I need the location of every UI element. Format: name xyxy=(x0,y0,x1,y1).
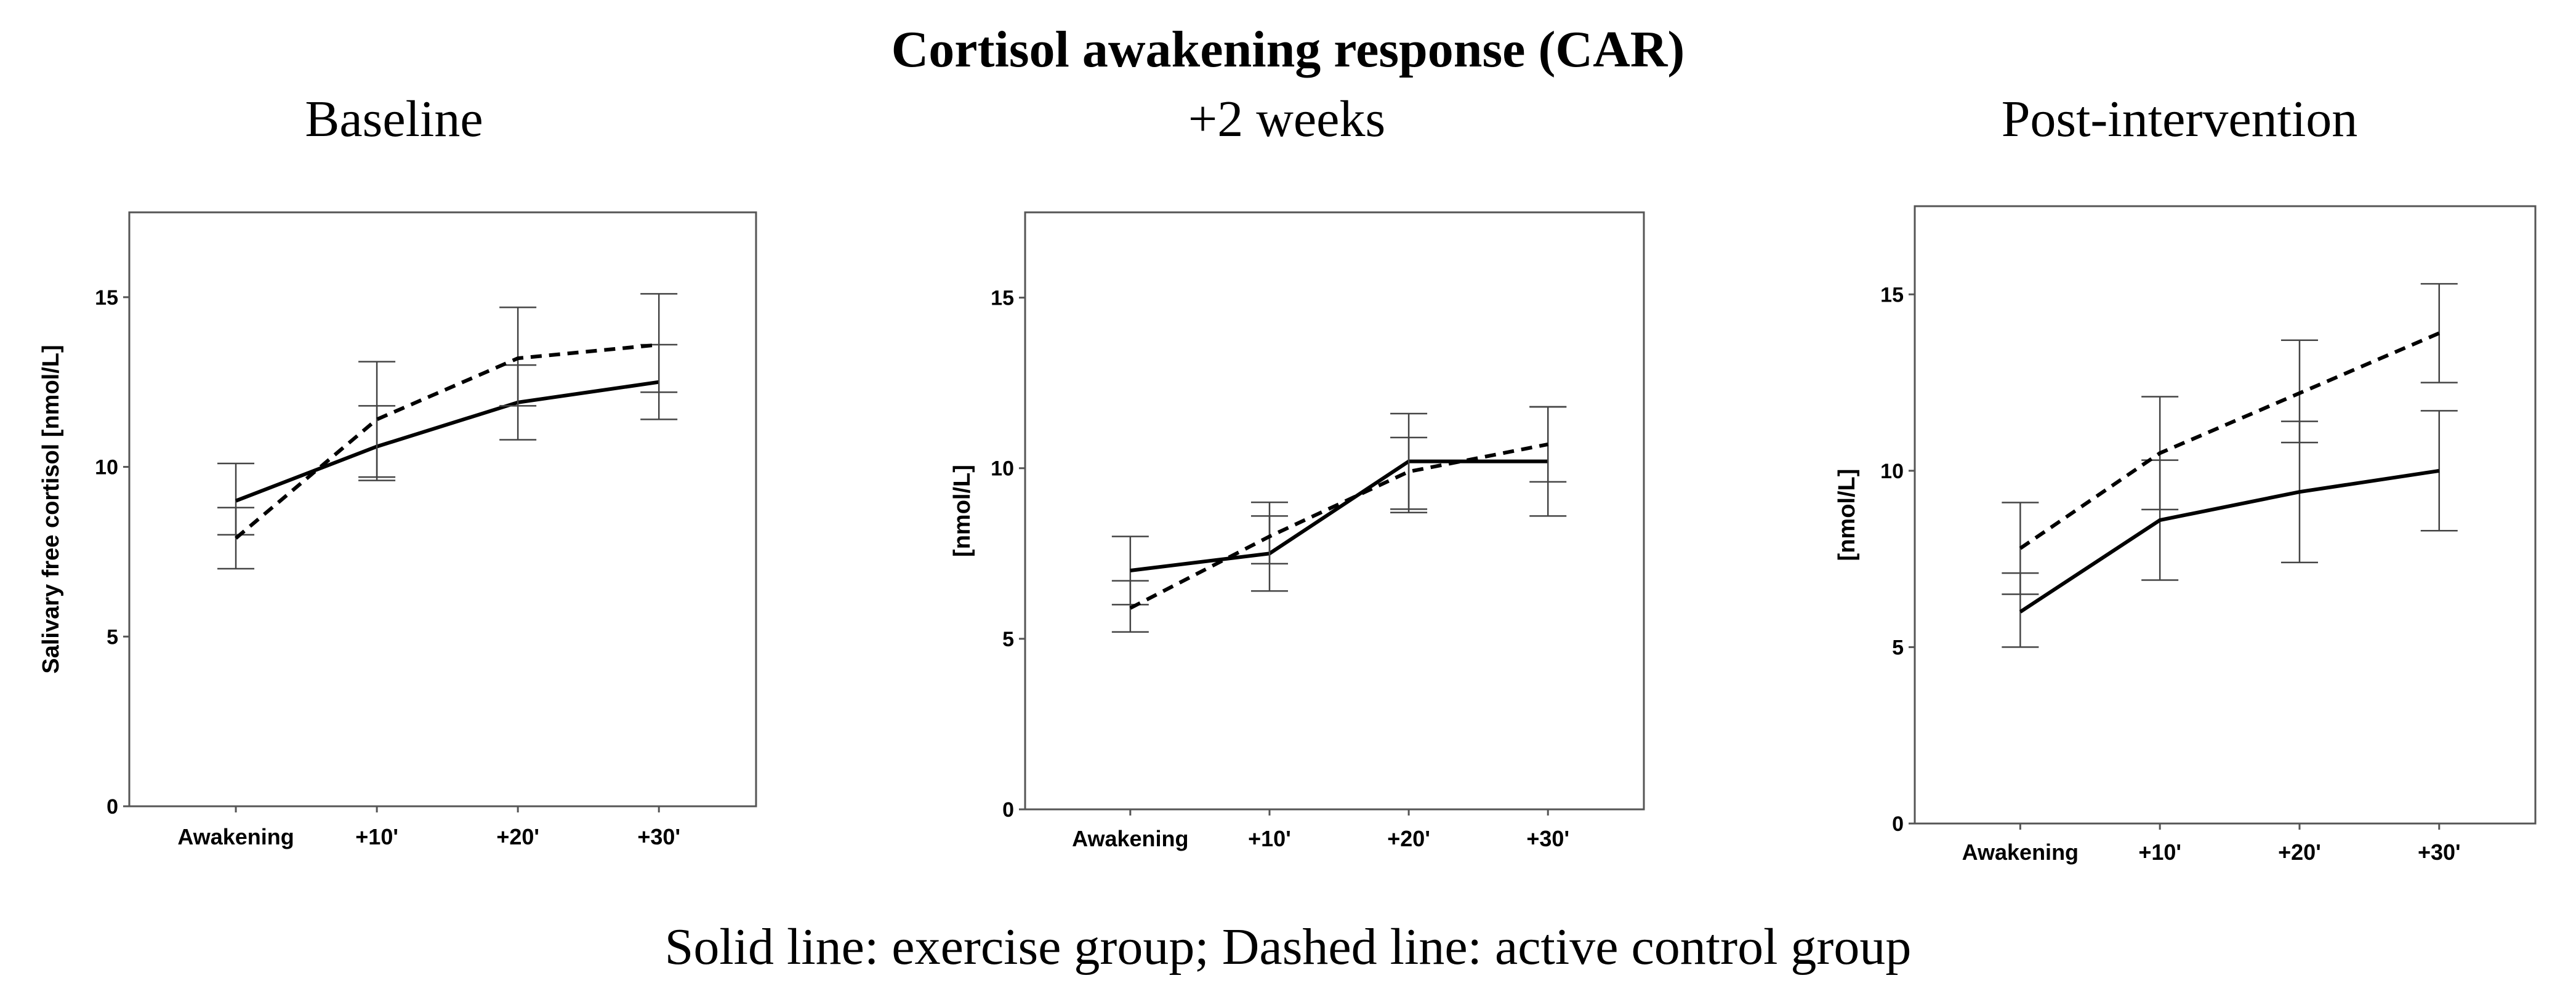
x-tick-label: Awakening xyxy=(1072,826,1188,851)
panel-title-2-weeks: +2 weeks xyxy=(1188,90,1386,148)
y-tick-label: 5 xyxy=(107,625,118,649)
x-tick-label: +20' xyxy=(496,824,539,849)
series-line-solid xyxy=(2019,468,2440,614)
plot-frame xyxy=(1024,211,1645,811)
series-line-solid xyxy=(1130,459,1548,572)
y-tick-label: 0 xyxy=(1002,798,1014,822)
y-tick-label: 0 xyxy=(107,795,118,819)
panel-title-post-intervention: Post-intervention xyxy=(2001,90,2358,148)
x-tick-label: +30' xyxy=(2418,840,2461,865)
x-tick-label: Awakening xyxy=(177,824,294,849)
y-tick-label: 15 xyxy=(991,287,1014,310)
x-tick-label: +30' xyxy=(637,824,680,849)
plot-frame xyxy=(128,211,757,808)
x-tick-label: +10' xyxy=(355,824,398,849)
y-tick-label: 10 xyxy=(1880,460,1904,483)
y-tick-label: 15 xyxy=(95,286,118,310)
y-tick-label: 10 xyxy=(991,457,1014,481)
series-line-dashed xyxy=(2019,331,2440,550)
y-tick-label: 5 xyxy=(1002,628,1014,651)
x-tick-label: +30' xyxy=(1526,826,1569,851)
y-tick-label: 0 xyxy=(1892,812,1904,836)
y-tick-label: 5 xyxy=(1892,636,1904,659)
y-axis-label: Salivary free cortisol [nmol/L] xyxy=(38,345,64,673)
chart-panel-3: 0 5 10 15 Awakening +10' +20' +30' [nmol/L] xyxy=(1834,205,2537,865)
chart-panel-1: 0 5 10 15 Awakening +10' +20' +30' Salivary free… xyxy=(38,211,757,849)
series-line-solid xyxy=(235,380,659,503)
plot-frame xyxy=(1914,205,2537,825)
x-tick-label: +20' xyxy=(2278,840,2321,865)
y-tick-label: 15 xyxy=(1880,283,1904,307)
x-tick-label: +20' xyxy=(1387,826,1430,851)
x-tick-label: +10' xyxy=(2138,840,2181,865)
y-axis-label: [nmol/L] xyxy=(949,465,975,557)
series-line-dashed xyxy=(1129,442,1548,610)
y-axis-label: [nmol/L] xyxy=(1834,469,1860,561)
figure-title: Cortisol awakening response (CAR) xyxy=(891,21,1685,78)
y-tick-label: 10 xyxy=(95,456,118,479)
series-line-dashed xyxy=(235,343,659,540)
figure-caption: Solid line: exercise group; Dashed line:… xyxy=(664,918,1912,976)
chart-panel-2: 0 5 10 15 Awakening +10' +20' +30' [nmol/L] xyxy=(949,211,1645,851)
panel-title-baseline: Baseline xyxy=(305,90,483,148)
x-tick-label: Awakening xyxy=(1962,840,2079,865)
x-tick-label: +10' xyxy=(1248,826,1291,851)
